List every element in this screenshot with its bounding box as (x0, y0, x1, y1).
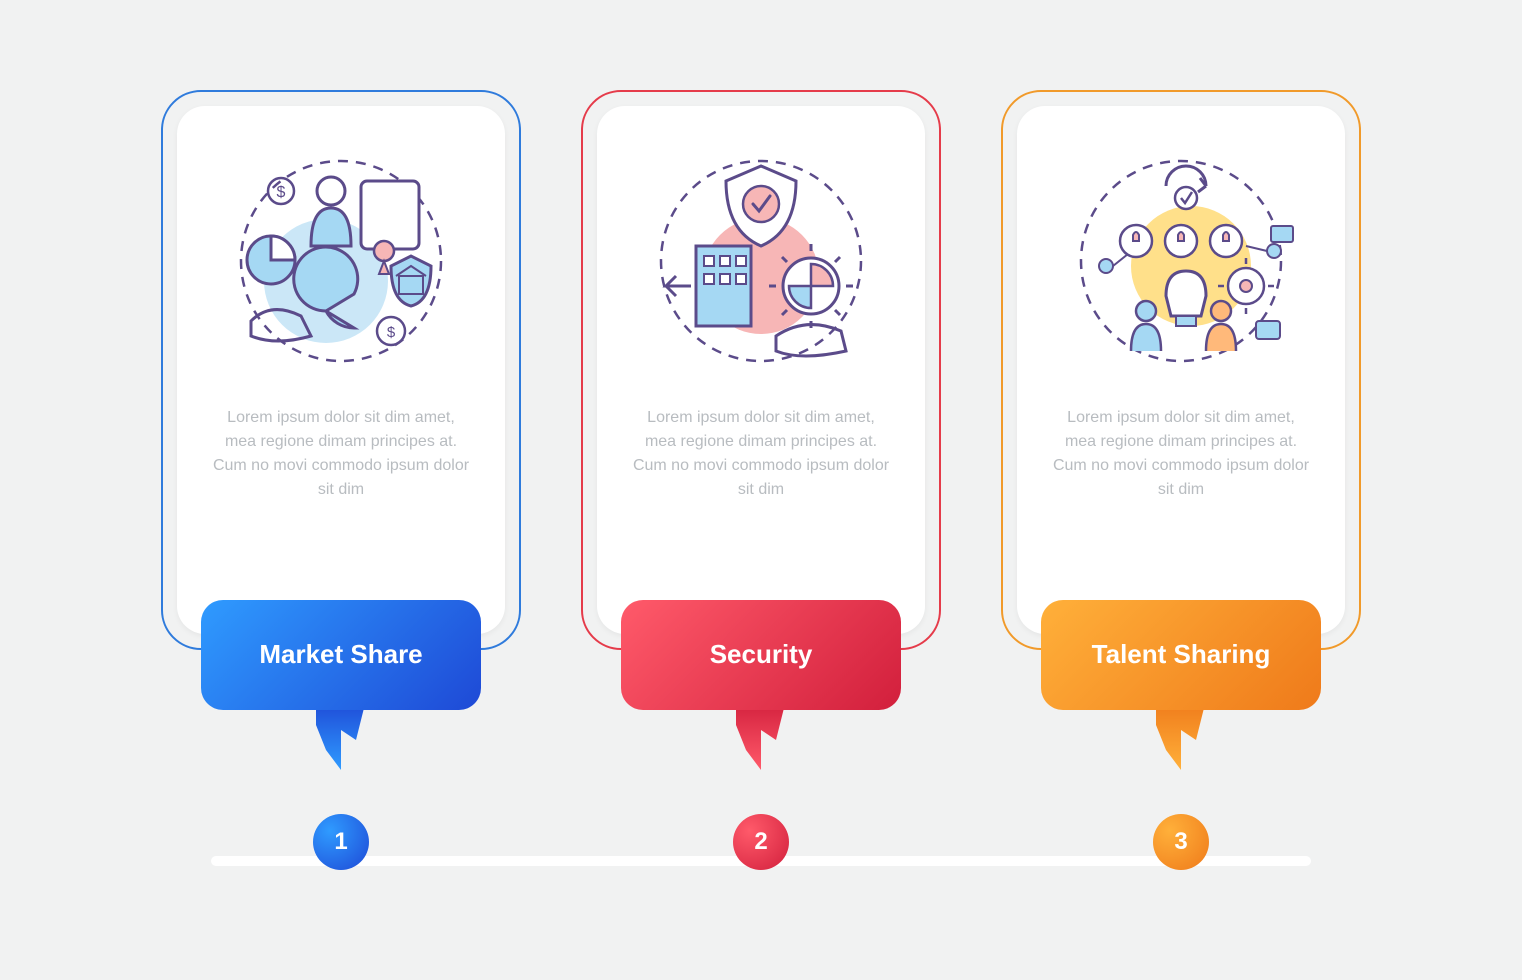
card-inner: $ (177, 106, 505, 634)
card-inner: Lorem ipsum dolor sit dim amet, mea regi… (1017, 106, 1345, 634)
title-bubble: Security (621, 600, 901, 710)
card-security: Lorem ipsum dolor sit dim amet, mea regi… (581, 90, 941, 650)
svg-text:$: $ (387, 324, 396, 341)
card-talent-sharing: Lorem ipsum dolor sit dim amet, mea regi… (1001, 90, 1361, 650)
title-text: Talent Sharing (1092, 640, 1271, 670)
infographic-stage: $ (161, 90, 1361, 890)
card-description: Lorem ipsum dolor sit dim amet, mea regi… (211, 406, 471, 502)
market-share-icon: $ (216, 136, 466, 386)
card-description: Lorem ipsum dolor sit dim amet, mea regi… (1051, 406, 1311, 502)
number-badge: 1 (313, 814, 369, 870)
card-inner: Lorem ipsum dolor sit dim amet, mea regi… (597, 106, 925, 634)
card-description: Lorem ipsum dolor sit dim amet, mea regi… (631, 406, 891, 502)
card-frame: Lorem ipsum dolor sit dim amet, mea regi… (1001, 90, 1361, 650)
title-bubble: Talent Sharing (1041, 600, 1321, 710)
number-text: 1 (334, 828, 347, 856)
svg-text:$: $ (277, 184, 286, 201)
card-market-share: $ (161, 90, 521, 650)
title-text: Security (710, 640, 813, 670)
cards-row: $ (161, 90, 1361, 650)
number-text: 2 (754, 828, 767, 856)
security-icon (636, 136, 886, 386)
number-badge: 3 (1153, 814, 1209, 870)
number-badge: 2 (733, 814, 789, 870)
title-text: Market Share (259, 640, 422, 670)
bubble-tail (1146, 700, 1216, 780)
card-frame: Lorem ipsum dolor sit dim amet, mea regi… (581, 90, 941, 650)
card-frame: $ (161, 90, 521, 650)
title-bubble: Market Share (201, 600, 481, 710)
number-text: 3 (1174, 828, 1187, 856)
bubble-tail (726, 700, 796, 780)
bubble-tail (306, 700, 376, 780)
talent-sharing-icon (1056, 136, 1306, 386)
